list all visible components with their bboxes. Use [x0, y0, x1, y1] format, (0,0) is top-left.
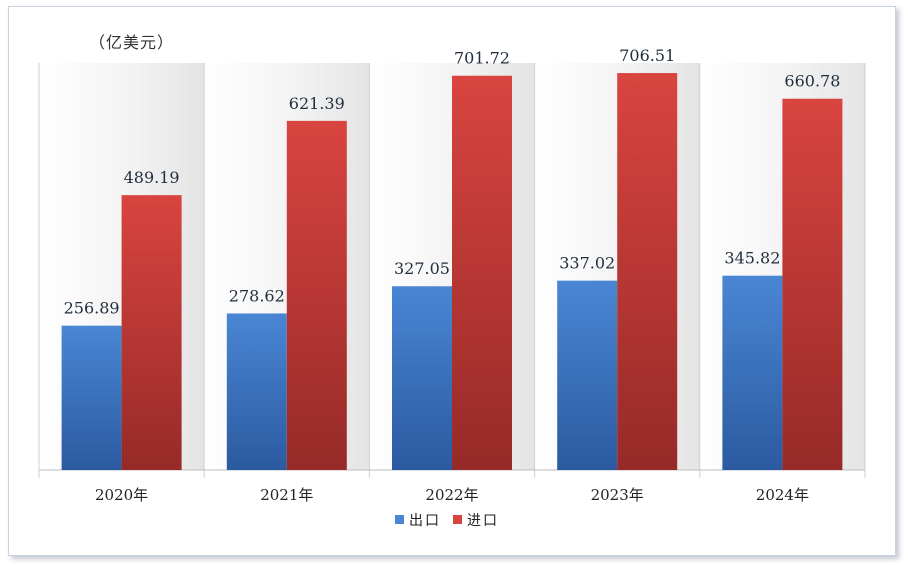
value-label: 327.05: [394, 259, 450, 278]
bar-import: [782, 98, 843, 470]
legend-swatch: [395, 515, 404, 524]
value-labels: 256.89 489.19 278.62 621.39 327.05 701.72 337.…: [64, 46, 841, 318]
value-label: 337.02: [559, 254, 615, 273]
value-label: 701.72: [454, 49, 510, 68]
bar-export: [392, 286, 452, 470]
category-label: 2020年: [95, 486, 148, 504]
bar-import: [617, 73, 678, 471]
value-label: 660.78: [784, 72, 840, 91]
bar-import: [121, 195, 182, 470]
bar-import: [452, 75, 512, 471]
legend-swatch: [453, 515, 462, 524]
value-label: 345.82: [724, 249, 780, 268]
bar-export: [61, 325, 122, 470]
category-label: 2023年: [591, 486, 644, 504]
value-label: 256.89: [64, 299, 120, 318]
unit-label: （亿美元）: [89, 33, 174, 52]
legend-label: 进口: [467, 513, 499, 529]
category-label: 2024年: [756, 486, 809, 504]
value-label: 706.51: [619, 46, 675, 65]
bars: [61, 73, 843, 471]
legend: 出口 进口: [395, 513, 499, 529]
category-labels: 2020年 2021年 2022年 2023年 2024年: [95, 486, 809, 504]
category-label: 2022年: [425, 486, 478, 504]
bar-export: [722, 275, 783, 470]
bar-export: [557, 280, 618, 470]
value-label: 278.62: [229, 286, 285, 305]
bar-import: [286, 120, 347, 470]
value-label: 489.19: [124, 168, 180, 187]
bar-export: [226, 313, 287, 470]
category-label: 2021年: [260, 486, 313, 504]
legend-label: 出口: [409, 513, 441, 529]
chart-frame: 256.89 489.19 278.62 621.39 327.05 701.72 337.…: [8, 6, 896, 556]
value-label: 621.39: [289, 94, 345, 113]
bar-chart: 256.89 489.19 278.62 621.39 327.05 701.72 337.…: [38, 33, 866, 529]
